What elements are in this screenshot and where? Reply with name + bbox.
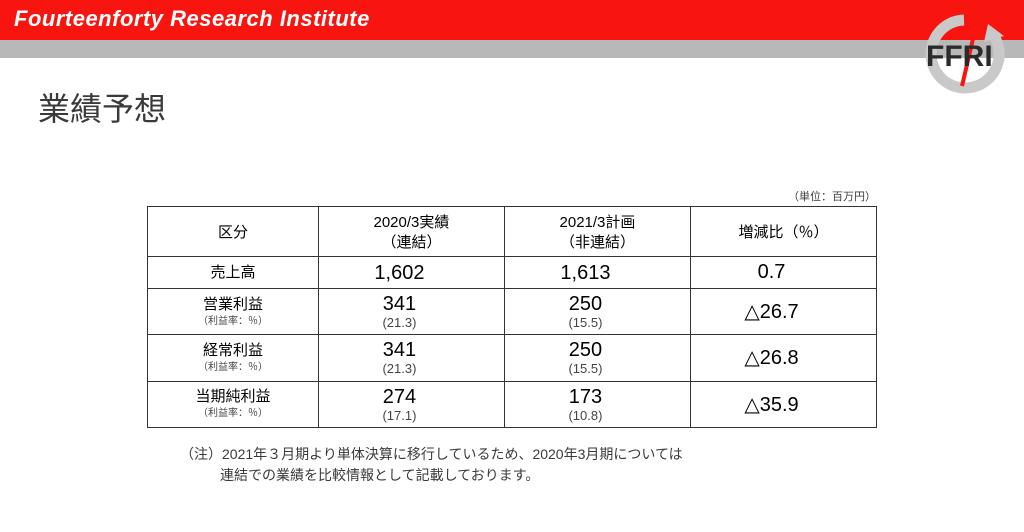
col-category: 区分 xyxy=(148,207,319,257)
row-label: 経常利益（利益率：％） xyxy=(148,335,319,381)
sub-banner xyxy=(0,40,1024,58)
plan-cell: 250(15.5) xyxy=(504,289,690,335)
svg-text:FFRI: FFRI xyxy=(926,40,993,73)
change-cell: △26.7 xyxy=(690,289,876,335)
table-header-row: 区分 2020/3実績 （連結） 2021/3計画 （非連結） 増減比（％） xyxy=(148,207,877,257)
actual-cell: 341(21.3) xyxy=(318,289,504,335)
col-change: 増減比（％） xyxy=(690,207,876,257)
plan-cell: 1,613 xyxy=(504,257,690,289)
col-actual: 2020/3実績 （連結） xyxy=(318,207,504,257)
ffri-logo: FFRI xyxy=(918,14,1010,96)
col-plan: 2021/3計画 （非連結） xyxy=(504,207,690,257)
table-row: 当期純利益（利益率：％）274(17.1)173(10.8)△35.9 xyxy=(148,381,877,427)
change-cell: △35.9 xyxy=(690,381,876,427)
banner-text: Fourteenforty Research Institute xyxy=(14,6,370,31)
footnote: （注）2021年３月期より単体決算に移行しているため、2020年3月期については… xyxy=(180,444,1024,486)
change-cell: △26.8 xyxy=(690,335,876,381)
unit-note: （単位：百万円） xyxy=(0,188,876,204)
change-cell: 0.7 xyxy=(690,257,876,289)
footnote-line2: 連結での業績を比較情報として記載しております。 xyxy=(220,465,1024,486)
page-title: 業績予想 xyxy=(38,84,1024,130)
actual-cell: 1,602 xyxy=(318,257,504,289)
table-row: 売上高1,6021,6130.7 xyxy=(148,257,877,289)
header-banner: Fourteenforty Research Institute xyxy=(0,0,1024,40)
table-row: 経常利益（利益率：％）341(21.3)250(15.5)△26.8 xyxy=(148,335,877,381)
table-row: 営業利益（利益率：％）341(21.3)250(15.5)△26.7 xyxy=(148,289,877,335)
footnote-line1: （注）2021年３月期より単体決算に移行しているため、2020年3月期については xyxy=(180,446,683,462)
actual-cell: 274(17.1) xyxy=(318,381,504,427)
row-label: 営業利益（利益率：％） xyxy=(148,289,319,335)
row-label: 当期純利益（利益率：％） xyxy=(148,381,319,427)
row-label: 売上高 xyxy=(148,257,319,289)
plan-cell: 250(15.5) xyxy=(504,335,690,381)
forecast-table: 区分 2020/3実績 （連結） 2021/3計画 （非連結） 増減比（％） 売… xyxy=(147,206,877,428)
plan-cell: 173(10.8) xyxy=(504,381,690,427)
actual-cell: 341(21.3) xyxy=(318,335,504,381)
